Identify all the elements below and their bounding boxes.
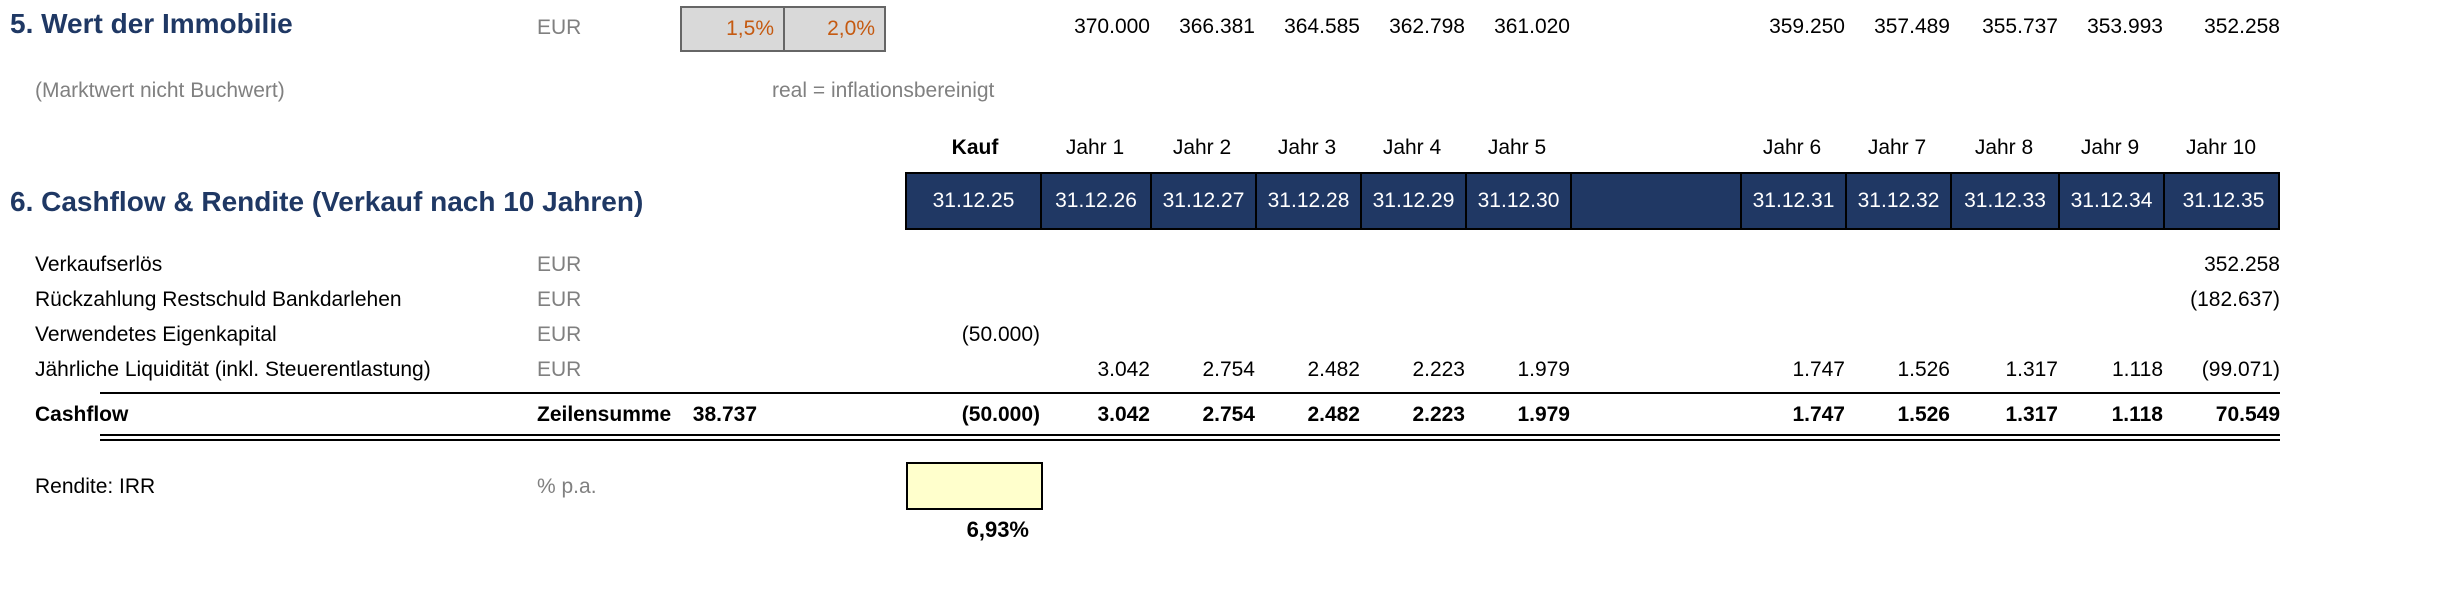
row-unit: EUR bbox=[537, 253, 582, 276]
section5-unit-label: EUR bbox=[537, 16, 582, 39]
cashflow-value-10: 70.549 bbox=[2215, 403, 2280, 426]
liquiditaet-value-10: (99.071) bbox=[2201, 358, 2280, 381]
date-cell-31.12.30: 31.12.30 bbox=[1467, 174, 1572, 228]
row-sum-label: Zeilensumme bbox=[537, 403, 672, 426]
cashflow-value-6: 1.747 bbox=[1792, 403, 1845, 426]
row-verkaufserloes: Verkaufserlös EUR 352.258 bbox=[0, 248, 2452, 282]
row-unit: EUR bbox=[537, 358, 582, 381]
date-cell-31.12.32: 31.12.32 bbox=[1847, 174, 1952, 228]
section5-subtitle-row: (Marktwert nicht Buchwert) real = inflat… bbox=[0, 76, 2452, 106]
date-cell-31.12.33: 31.12.33 bbox=[1952, 174, 2060, 228]
property-value-10: 352.258 bbox=[2204, 15, 2280, 38]
irr-result-cell[interactable]: 6,93% bbox=[906, 462, 1043, 542]
date-cell-31.12.28: 31.12.28 bbox=[1257, 174, 1362, 228]
column-header-9: Jahr 9 bbox=[2080, 136, 2140, 159]
liquiditaet-value-6: 1.747 bbox=[1792, 358, 1845, 381]
section5-subtitle: (Marktwert nicht Buchwert) bbox=[35, 79, 285, 102]
date-cell-31.12.35: 31.12.35 bbox=[2182, 189, 2265, 212]
column-header-5: Jahr 5 bbox=[1487, 136, 1547, 159]
row-sum-value: 38.737 bbox=[692, 403, 757, 426]
cashflow-value-4: 2.223 bbox=[1412, 403, 1465, 426]
row-label: Verwendetes Eigenkapital bbox=[35, 323, 277, 346]
property-value-3: 364.585 bbox=[1284, 15, 1360, 38]
property-value-4: 362.798 bbox=[1389, 15, 1465, 38]
irr-value: 6,93% bbox=[966, 517, 1029, 542]
row-eigenkapital: Verwendetes Eigenkapital EUR (50.000) bbox=[0, 318, 2452, 352]
property-value-2: 366.381 bbox=[1179, 15, 1255, 38]
liquiditaet-value-8: 1.317 bbox=[2005, 358, 2058, 381]
property-value-6: 359.250 bbox=[1769, 15, 1845, 38]
column-header-3: Jahr 3 bbox=[1277, 136, 1337, 159]
column-header-4: Jahr 4 bbox=[1382, 136, 1442, 159]
row-unit: EUR bbox=[537, 323, 582, 346]
cashflow-value-1: 3.042 bbox=[1097, 403, 1150, 426]
row-label: Cashflow bbox=[35, 403, 129, 426]
date-cell-31.12.34: 31.12.34 bbox=[2060, 174, 2165, 228]
row-cashflow: Cashflow Zeilensumme 38.737 (50.000) 3.04… bbox=[0, 398, 2452, 432]
cashflow-value-5: 1.979 bbox=[1517, 403, 1570, 426]
section6-title: 6. Cashflow & Rendite (Verkauf nach 10 J… bbox=[10, 186, 644, 217]
row-unit: EUR bbox=[537, 288, 582, 311]
property-value-5: 361.020 bbox=[1494, 15, 1570, 38]
row-rueckzahlung: Rückzahlung Restschuld Bankdarlehen EUR … bbox=[0, 283, 2452, 317]
liquiditaet-value-2: 2.754 bbox=[1202, 358, 1255, 381]
spreadsheet-view: 5. Wert der Immobilie EUR 1,5% 2,0% 370.… bbox=[0, 6, 2452, 542]
date-cell-spacer bbox=[1572, 174, 1742, 228]
column-header-10: Jahr 10 bbox=[2185, 136, 2257, 159]
irr-unit: % p.a. bbox=[537, 475, 597, 498]
eigenkapital-value-0: (50.000) bbox=[961, 323, 1040, 346]
scenario-input-box: 1,5% 2,0% bbox=[680, 6, 886, 52]
row-liquiditaet: Jährliche Liquidität (inkl. Steuerentlas… bbox=[0, 353, 2452, 387]
property-value-1: 370.000 bbox=[1074, 15, 1150, 38]
property-value-row: 370.000 366.381 364.585 362.798 361.020 359.2… bbox=[0, 13, 2452, 41]
cashflow-top-rule bbox=[100, 392, 2280, 394]
scenario-note: real = inflationsbereinigt bbox=[772, 79, 995, 102]
cashflow-value-7: 1.526 bbox=[1897, 403, 1950, 426]
liquiditaet-value-9: 1.118 bbox=[2112, 358, 2163, 381]
cashflow-value-0: (50.000) bbox=[961, 403, 1040, 426]
date-header-band: 31.12.25 31.12.26 31.12.27 31.12.28 31.12.29… bbox=[905, 172, 2280, 230]
cashflow-value-9: 1.118 bbox=[2111, 403, 2163, 426]
row-irr: Rendite: IRR % p.a. 6,93% bbox=[0, 462, 2452, 542]
cashflow-bottom-rule-1 bbox=[100, 434, 2280, 436]
date-cell-31.12.26: 31.12.26 bbox=[1042, 174, 1152, 228]
cashflow-bottom-rule-2 bbox=[100, 439, 2280, 441]
column-header-row: Kauf Jahr 1 Jahr 2 Jahr 3 Jahr 4 Jahr 5 Jahr 6… bbox=[0, 130, 2452, 166]
liquiditaet-value-7: 1.526 bbox=[1897, 358, 1950, 381]
date-cell-31.12.27: 31.12.27 bbox=[1152, 174, 1257, 228]
column-header-1: Jahr 1 bbox=[1065, 136, 1125, 159]
column-header-7: Jahr 7 bbox=[1867, 136, 1927, 159]
date-cell-31.12.31: 31.12.31 bbox=[1742, 174, 1847, 228]
property-value-8: 355.737 bbox=[1982, 15, 2058, 38]
property-value-9: 353.993 bbox=[2087, 15, 2163, 38]
row-label: Verkaufserlös bbox=[35, 253, 163, 276]
date-cell-31.12.29: 31.12.29 bbox=[1362, 174, 1467, 228]
column-header-0: Kauf bbox=[951, 136, 999, 159]
rueckzahlung-value-10: (182.637) bbox=[2190, 288, 2280, 311]
liquiditaet-value-4: 2.223 bbox=[1412, 358, 1465, 381]
column-header-6: Jahr 6 bbox=[1762, 136, 1822, 159]
cashflow-value-8: 1.317 bbox=[2005, 403, 2058, 426]
section5-title: 5. Wert der Immobilie bbox=[10, 8, 293, 39]
date-cell-31.12.25: 31.12.25 bbox=[907, 174, 1042, 228]
cashflow-value-2: 2.754 bbox=[1202, 403, 1255, 426]
cashflow-value-3: 2.482 bbox=[1307, 403, 1360, 426]
liquiditaet-value-5: 1.979 bbox=[1517, 358, 1570, 381]
scenario-cell-real[interactable]: 2,0% bbox=[783, 8, 884, 50]
irr-label: Rendite: IRR bbox=[35, 475, 156, 498]
column-header-8: Jahr 8 bbox=[1974, 136, 2034, 159]
liquiditaet-value-1: 3.042 bbox=[1097, 358, 1150, 381]
property-value-7: 357.489 bbox=[1874, 15, 1950, 38]
column-header-2: Jahr 2 bbox=[1172, 136, 1232, 159]
liquiditaet-value-3: 2.482 bbox=[1307, 358, 1360, 381]
verkaufserloes-value-10: 352.258 bbox=[2204, 253, 2280, 276]
row-label: Jährliche Liquidität (inkl. Steuerentlas… bbox=[35, 358, 431, 381]
scenario-cell-nominal[interactable]: 1,5% bbox=[726, 17, 774, 40]
row-label: Rückzahlung Restschuld Bankdarlehen bbox=[35, 288, 402, 311]
